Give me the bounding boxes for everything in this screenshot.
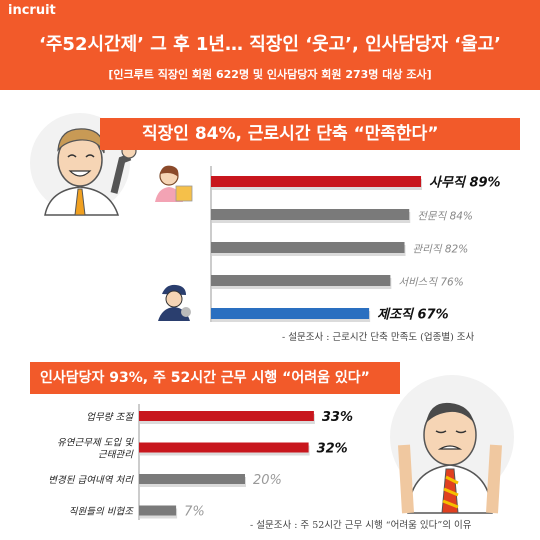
section-1-source: - 설문조사 : 근로시간 단축 만족도 (업종별) 조사	[282, 332, 475, 343]
header-banner: incruit ‘주52시간제’ 그 후 1년… 직장인 ‘웃고’, 인사담당자…	[0, 0, 540, 90]
bar-2	[211, 242, 405, 253]
bar-label-1: 전문직 84%	[417, 211, 473, 223]
office-worker-icon	[155, 165, 193, 202]
category-label-0: 업무량 조절	[86, 412, 134, 423]
category-label-3: 직원들의 비협조	[69, 507, 134, 518]
bar-label-2: 관리직 82%	[413, 244, 469, 256]
bar-label-4: 제조직 67%	[377, 307, 449, 323]
bar-4	[211, 308, 370, 319]
category-label-2: 변경된 급여내역 처리	[48, 475, 134, 486]
bar-0	[139, 411, 314, 421]
bar-3	[211, 275, 391, 286]
value-label-2: 20%	[253, 473, 282, 488]
chart-difficulty-reasons: 업무량 조절 33% 유연근무제 도입 및 근태관리 32% 변경된 급여내역 처리 20%…	[48, 404, 353, 520]
bar-3	[139, 505, 177, 516]
value-label-0: 33%	[322, 410, 353, 425]
value-label-3: 7%	[184, 505, 205, 520]
tired-hr-manager-illustration	[390, 375, 514, 514]
section-2-source: - 설문조사 : 주 52시간 근무 시행 “어려움 있다”의 이유	[250, 520, 472, 531]
brand-logo: incruit	[8, 3, 56, 18]
category-label-1: 유연근무제 도입 및 근태관리	[57, 438, 134, 461]
bar-0	[211, 176, 422, 187]
section-1-banner: 직장인 84%, 근로시간 단축 “만족한다”	[100, 118, 520, 150]
chart-satisfaction-by-job: 사무직 89% 전문직 84% 관리직 82% 서비스직 76% 제조직 67%	[210, 166, 501, 323]
bar-2	[139, 474, 245, 484]
page-subtitle: [인크루트 직장인 회원 622명 및 인사담당자 회원 273명 대상 조사]	[108, 68, 432, 81]
section-2-banner: 인사담당자 93%, 주 52시간 근무 시행 “어려움 있다”	[30, 362, 400, 394]
bar-label-3: 서비스직 76%	[398, 277, 463, 289]
bar-1	[211, 209, 410, 220]
bar-1	[139, 442, 309, 453]
bar-label-0: 사무직 89%	[429, 175, 501, 191]
value-label-1: 32%	[317, 442, 348, 457]
page-title: ‘주52시간제’ 그 후 1년… 직장인 ‘웃고’, 인사담당자 ‘울고’	[39, 34, 501, 55]
factory-worker-icon	[158, 284, 191, 321]
